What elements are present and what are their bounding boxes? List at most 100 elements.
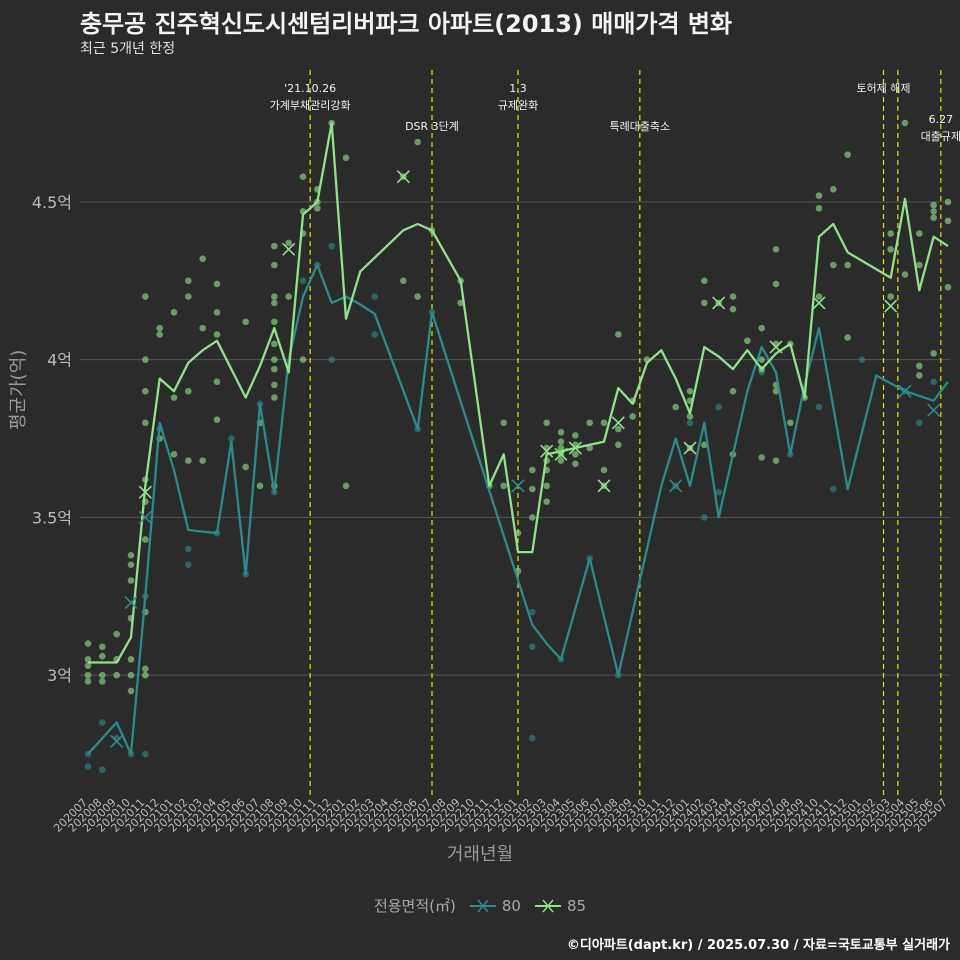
scatter-point-85 bbox=[170, 394, 178, 401]
scatter-point-85 bbox=[271, 318, 278, 326]
scatter-point-85 bbox=[185, 277, 192, 285]
event-label: '21.10.26 bbox=[284, 82, 336, 95]
cross-marker-80 bbox=[138, 510, 152, 524]
cross-marker-80 bbox=[669, 479, 683, 493]
scatter-point-85 bbox=[600, 466, 608, 474]
scatter-point-80 bbox=[529, 608, 536, 616]
scatter-point-85 bbox=[701, 299, 708, 307]
scatter-point-85 bbox=[84, 678, 92, 685]
scatter-point-85 bbox=[299, 356, 307, 363]
scatter-point-85 bbox=[113, 630, 120, 638]
scatter-point-85 bbox=[729, 305, 737, 313]
scatter-point-85 bbox=[142, 293, 149, 300]
scatter-point-85 bbox=[142, 665, 149, 673]
scatter-point-85 bbox=[213, 280, 221, 288]
scatter-point-85 bbox=[457, 299, 464, 307]
chart-title: 충무공 진주혁신도시센텀리버파크 아파트(2013) 매매가격 변화 bbox=[80, 10, 733, 38]
scatter-point-85 bbox=[830, 261, 837, 269]
scatter-point-85 bbox=[127, 577, 135, 584]
scatter-point-80 bbox=[142, 750, 149, 758]
scatter-point-85 bbox=[242, 463, 249, 471]
scatter-point-85 bbox=[199, 255, 206, 263]
chart-subtitle: 최근 5개년 한정 bbox=[80, 41, 176, 57]
cross-marker-85 bbox=[396, 170, 410, 184]
cross-marker-80 bbox=[898, 384, 912, 398]
scatter-point-85 bbox=[815, 293, 823, 300]
scatter-point-85 bbox=[342, 482, 350, 490]
scatter-point-85 bbox=[142, 671, 149, 679]
scatter-point-80 bbox=[715, 403, 722, 411]
scatter-point-85 bbox=[901, 119, 909, 127]
cross-marker-85 bbox=[884, 299, 898, 313]
event-label: 특례대출축소 bbox=[609, 120, 670, 133]
cross-marker-80 bbox=[927, 403, 941, 417]
scatter-point-85 bbox=[586, 444, 593, 452]
legend-label-80: 80 bbox=[501, 896, 521, 915]
scatter-point-85 bbox=[342, 154, 350, 162]
scatter-point-85 bbox=[142, 419, 149, 427]
scatter-point-85 bbox=[916, 261, 923, 269]
scatter-point-85 bbox=[701, 277, 708, 285]
y-axis-label: 평균가(억) bbox=[8, 349, 29, 430]
scatter-point-85 bbox=[500, 419, 507, 427]
scatter-point-85 bbox=[916, 372, 923, 379]
scatter-point-85 bbox=[213, 378, 221, 386]
scatter-point-85 bbox=[529, 485, 536, 493]
scatter-point-80 bbox=[99, 719, 106, 726]
cross-marker-80 bbox=[124, 596, 138, 610]
scatter-point-85 bbox=[271, 261, 278, 269]
scatter-point-85 bbox=[600, 419, 608, 427]
scatter-point-85 bbox=[787, 419, 794, 427]
scatter-point-85 bbox=[127, 671, 135, 679]
scatter-point-85 bbox=[772, 245, 780, 253]
cross-marker-85 bbox=[597, 479, 611, 493]
y-tick-label: 3.5억 bbox=[32, 508, 72, 527]
scatter-point-85 bbox=[529, 466, 536, 474]
scatter-point-80 bbox=[84, 763, 92, 770]
y-tick-label: 3억 bbox=[47, 666, 72, 685]
cross-marker-85 bbox=[540, 444, 554, 458]
scatter-point-85 bbox=[529, 514, 536, 521]
cross-marker-80 bbox=[511, 479, 525, 493]
scatter-point-85 bbox=[127, 551, 135, 559]
scatter-point-85 bbox=[844, 261, 851, 269]
scatter-point-85 bbox=[414, 138, 421, 146]
scatter-point-85 bbox=[84, 671, 92, 679]
scatter-point-80 bbox=[815, 403, 823, 411]
scatter-point-85 bbox=[271, 340, 278, 348]
cross-marker-85 bbox=[568, 441, 582, 455]
scatter-point-80 bbox=[328, 242, 335, 250]
scatter-point-80 bbox=[715, 488, 722, 496]
scatter-point-85 bbox=[199, 457, 206, 464]
scatter-point-80 bbox=[328, 356, 335, 363]
scatter-point-85 bbox=[271, 381, 278, 389]
scatter-point-85 bbox=[572, 460, 579, 468]
scatter-point-85 bbox=[271, 242, 278, 250]
scatter-point-80 bbox=[228, 435, 235, 442]
scatter-point-85 bbox=[156, 331, 163, 338]
scatter-point-85 bbox=[99, 643, 106, 651]
cross-marker-85 bbox=[282, 242, 296, 256]
scatter-point-85 bbox=[572, 451, 579, 458]
event-label: 1.3 bbox=[509, 82, 527, 95]
cross-marker-85 bbox=[812, 296, 826, 310]
cross-marker-80 bbox=[110, 734, 124, 748]
scatter-point-80 bbox=[686, 419, 694, 427]
scatter-point-85 bbox=[830, 186, 837, 193]
scatter-point-85 bbox=[930, 208, 937, 215]
event-label: 6.27 bbox=[929, 113, 954, 126]
scatter-point-85 bbox=[557, 438, 565, 445]
scatter-point-85 bbox=[185, 293, 192, 300]
y-tick-label: 4.5억 bbox=[32, 193, 72, 212]
scatter-point-85 bbox=[887, 293, 894, 300]
scatter-point-85 bbox=[84, 662, 92, 669]
scatter-point-85 bbox=[901, 271, 909, 278]
scatter-point-85 bbox=[199, 324, 206, 332]
scatter-point-85 bbox=[99, 652, 106, 660]
series-line-85 bbox=[88, 121, 949, 664]
x-axis-label: 거래년월 bbox=[446, 844, 514, 865]
legend-line-80-icon bbox=[469, 899, 496, 912]
scatter-point-85 bbox=[615, 425, 622, 433]
scatter-point-85 bbox=[557, 457, 565, 464]
